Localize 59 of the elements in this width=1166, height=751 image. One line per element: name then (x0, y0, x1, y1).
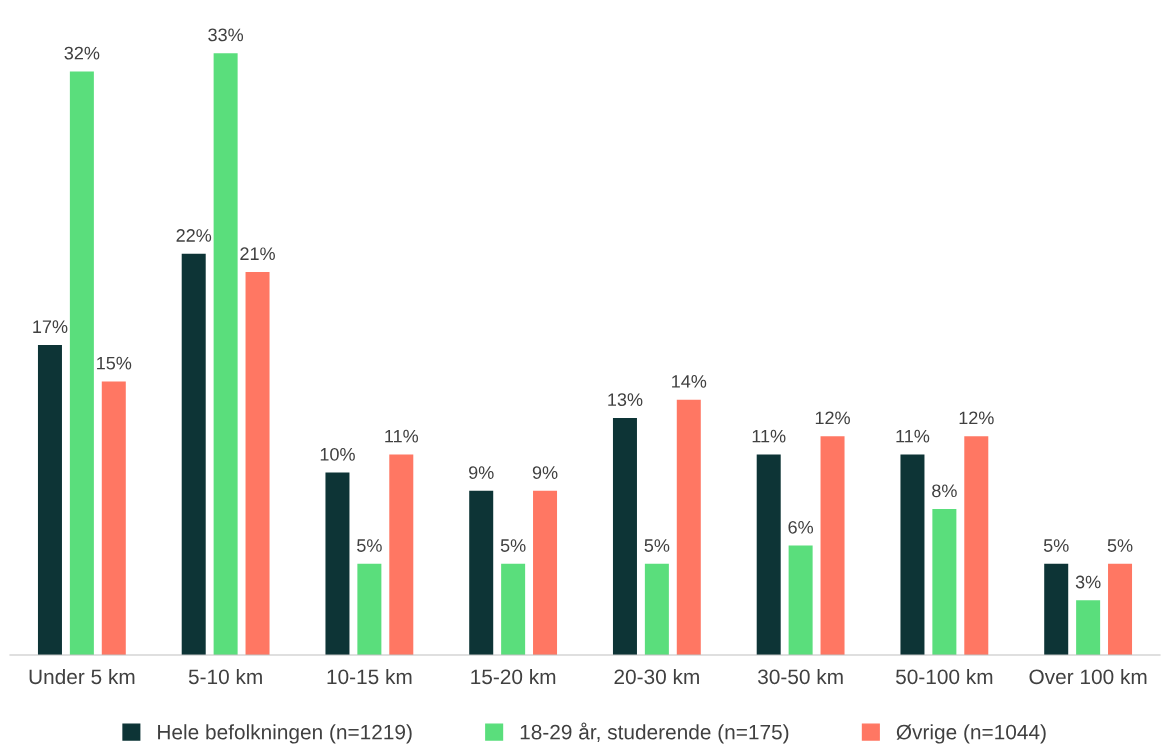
x-tick-label: 5-10 km (188, 668, 262, 685)
data-label: 33% (208, 28, 244, 42)
bar (1044, 563, 1069, 655)
x-tick-label: Over 100 km (1029, 668, 1147, 685)
data-label: 9% (532, 466, 558, 479)
x-tick-label: 30-50 km (758, 668, 843, 685)
data-label: 9% (469, 466, 494, 479)
bar (213, 53, 238, 655)
bar (357, 563, 382, 655)
data-label: 5% (357, 539, 382, 552)
legend-label: Hele befolkningen (n=1219) (158, 724, 412, 744)
legend-label: Øvrige (n=1044) (896, 724, 1046, 744)
bar (676, 399, 701, 655)
data-label: 32% (64, 46, 100, 60)
bar (756, 454, 781, 655)
bar (37, 344, 62, 655)
data-label: 11% (896, 429, 930, 443)
bar (101, 381, 126, 655)
data-label: 14% (672, 375, 707, 388)
data-label: 12% (815, 411, 850, 425)
data-label: 6% (788, 520, 814, 534)
data-label: 12% (959, 411, 994, 425)
data-label: 15% (97, 356, 132, 370)
legend-label: 18-29 år, studerende (n=175) (520, 722, 789, 744)
data-label: 11% (385, 429, 419, 443)
bar (1076, 600, 1101, 655)
bar (644, 563, 669, 655)
data-label: 3% (1075, 575, 1101, 589)
data-label: 11% (752, 429, 786, 443)
bar (533, 490, 558, 655)
data-label: 5% (1107, 539, 1133, 552)
x-tick-label: 20-30 km (614, 668, 699, 685)
bar (612, 417, 637, 655)
data-label: 10% (320, 447, 355, 461)
x-tick-label: 10-15 km (327, 668, 412, 685)
bar (325, 472, 350, 655)
data-label: 5% (1043, 539, 1069, 552)
x-tick-label: 50-100 km (896, 668, 993, 685)
bar (501, 563, 526, 655)
bar (932, 509, 957, 655)
bar (788, 545, 813, 655)
bar (181, 253, 206, 655)
bar (245, 272, 270, 655)
data-label: 13% (608, 393, 643, 406)
data-label: 21% (240, 247, 275, 261)
x-tick-label: 15-20 km (471, 668, 556, 685)
bar (964, 436, 989, 655)
data-label: 5% (500, 539, 526, 552)
data-label: 22% (176, 229, 212, 242)
x-tick-label: Under 5 km (29, 668, 135, 685)
bar (469, 490, 494, 655)
bar (389, 454, 414, 655)
bar (900, 454, 925, 655)
data-label: 5% (644, 539, 670, 552)
bar (820, 436, 845, 655)
data-label: 8% (932, 484, 957, 498)
bar (69, 71, 94, 655)
data-label: 17% (33, 320, 68, 333)
bar (1108, 563, 1133, 655)
